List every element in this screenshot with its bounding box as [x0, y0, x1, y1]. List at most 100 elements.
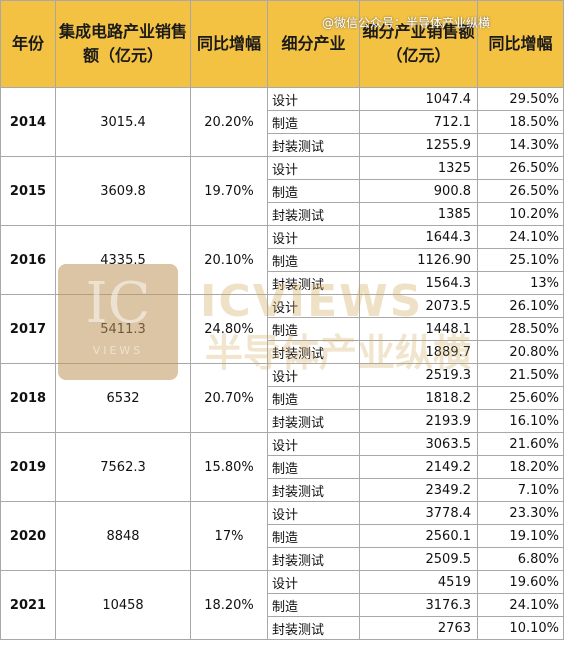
table-row: 2019 7562.3 15.80% 设计 3063.5 21.60% [0, 432, 564, 502]
segment-growth-cell: 26.50% [477, 156, 564, 180]
watermark-logo-sub: VIEWS [92, 344, 144, 357]
total-growth-cell: 24.80% [190, 294, 268, 364]
segment-name-cell: 设计 [267, 156, 360, 180]
year-cell: 2015 [0, 156, 56, 226]
total-growth-cell: 20.20% [190, 87, 268, 157]
segment-name-cell: 设计 [267, 87, 360, 111]
segment-growth-cell: 19.10% [477, 524, 564, 548]
segment-growth-cell: 29.50% [477, 87, 564, 111]
total-growth-cell: 15.80% [190, 432, 268, 502]
segment-sales-cell: 3176.3 [359, 593, 478, 617]
table-row: 2014 3015.4 20.20% 设计 1047.4 29.50% [0, 87, 564, 157]
segment-name-cell: 制造 [267, 524, 360, 548]
table-row: 封装测试 1255.9 14.30% [1, 133, 564, 157]
segment-growth-cell: 10.10% [477, 616, 564, 640]
segment-growth-cell: 13% [477, 271, 564, 295]
segment-name-cell: 封装测试 [267, 133, 360, 157]
segment-sales-cell: 2349.2 [359, 478, 478, 502]
total-sales-cell: 7562.3 [55, 432, 191, 502]
segment-name-cell: 封装测试 [267, 616, 360, 640]
segment-sales-cell: 712.1 [359, 110, 478, 134]
segment-sales-cell: 2073.5 [359, 294, 478, 318]
table-row: 2015 3609.8 19.70% 设计 1325 26.50% [0, 156, 564, 226]
total-growth-cell: 20.10% [190, 225, 268, 295]
table-row: 2021 10458 18.20% 设计 4519 19.60% [0, 570, 564, 640]
segment-name-cell: 制造 [267, 248, 360, 272]
segment-name-cell: 制造 [267, 386, 360, 410]
segment-sales-cell: 2519.3 [359, 363, 478, 387]
segment-name-cell: 制造 [267, 179, 360, 203]
segment-growth-cell: 18.20% [477, 455, 564, 479]
segment-sales-cell: 2509.5 [359, 547, 478, 571]
header-growth: 同比增幅 [190, 0, 268, 88]
segment-sales-cell: 1889.7 [359, 340, 478, 364]
table-row: 制造 2560.1 19.10% [1, 524, 564, 548]
segment-growth-cell: 21.60% [477, 432, 564, 456]
header-segment: 细分产业 [267, 0, 360, 88]
segment-sales-cell: 2149.2 [359, 455, 478, 479]
year-cell: 2018 [0, 363, 56, 433]
segment-name-cell: 封装测试 [267, 478, 360, 502]
ic-views-logo-watermark: IC VIEWS [58, 264, 178, 380]
segment-growth-cell: 20.80% [477, 340, 564, 364]
segment-sales-cell: 1644.3 [359, 225, 478, 249]
segment-growth-cell: 25.60% [477, 386, 564, 410]
table-row: 封装测试 2193.9 16.10% [1, 409, 564, 433]
header-row: 年份 集成电路产业销售额（亿元） 同比增幅 细分产业 细分产业销售额（亿元） 同… [0, 0, 564, 88]
table-row: 2016 4335.5 20.10% 设计 1644.3 24.10% [0, 225, 564, 295]
table-row: 封装测试 1385 10.20% [1, 202, 564, 226]
segment-name-cell: 制造 [267, 110, 360, 134]
year-cell: 2019 [0, 432, 56, 502]
table-row: 制造 3176.3 24.10% [1, 593, 564, 617]
segment-growth-cell: 24.10% [477, 225, 564, 249]
table-row: 封装测试 2763 10.10% [1, 616, 564, 640]
year-cell: 2014 [0, 87, 56, 157]
segment-sales-cell: 3778.4 [359, 501, 478, 525]
segment-sales-cell: 1255.9 [359, 133, 478, 157]
table-row: 制造 1818.2 25.60% [1, 386, 564, 410]
total-growth-cell: 17% [190, 501, 268, 571]
segment-sales-cell: 1385 [359, 202, 478, 226]
header-segment-growth: 同比增幅 [477, 0, 564, 88]
table-row: 2020 8848 17% 设计 3778.4 23.30% [0, 501, 564, 571]
segment-sales-cell: 2193.9 [359, 409, 478, 433]
year-cell: 2016 [0, 225, 56, 295]
segment-sales-cell: 2560.1 [359, 524, 478, 548]
table-row: 制造 1126.90 25.10% [1, 248, 564, 272]
header-total-sales: 集成电路产业销售额（亿元） [55, 0, 191, 88]
header-year: 年份 [0, 0, 56, 88]
segment-growth-cell: 23.30% [477, 501, 564, 525]
segment-name-cell: 封装测试 [267, 547, 360, 571]
segment-growth-cell: 10.20% [477, 202, 564, 226]
segment-growth-cell: 19.60% [477, 570, 564, 594]
table-row: 封装测试 1889.7 20.80% [1, 340, 564, 364]
total-sales-cell: 8848 [55, 501, 191, 571]
segment-growth-cell: 14.30% [477, 133, 564, 157]
segment-sales-cell: 1325 [359, 156, 478, 180]
segment-name-cell: 设计 [267, 225, 360, 249]
segment-sales-cell: 1448.1 [359, 317, 478, 341]
total-growth-cell: 18.20% [190, 570, 268, 640]
year-cell: 2017 [0, 294, 56, 364]
segment-name-cell: 设计 [267, 570, 360, 594]
segment-growth-cell: 24.10% [477, 593, 564, 617]
segment-growth-cell: 26.10% [477, 294, 564, 318]
header-segment-sales: 细分产业销售额（亿元） [359, 0, 478, 88]
segment-growth-cell: 25.10% [477, 248, 564, 272]
watermark-brand-cn: 半导体产业纵横 [205, 331, 472, 375]
segment-growth-cell: 21.50% [477, 363, 564, 387]
segment-sales-cell: 1126.90 [359, 248, 478, 272]
total-sales-cell: 3609.8 [55, 156, 191, 226]
table-row: 制造 2149.2 18.20% [1, 455, 564, 479]
segment-name-cell: 封装测试 [267, 202, 360, 226]
year-cell: 2021 [0, 570, 56, 640]
segment-name-cell: 制造 [267, 455, 360, 479]
segment-name-cell: 设计 [267, 501, 360, 525]
segment-sales-cell: 1047.4 [359, 87, 478, 111]
segment-growth-cell: 26.50% [477, 179, 564, 203]
total-growth-cell: 19.70% [190, 156, 268, 226]
segment-sales-cell: 1818.2 [359, 386, 478, 410]
segment-sales-cell: 2763 [359, 616, 478, 640]
watermark-brand-text: ICVIEWS [200, 276, 424, 327]
year-cell: 2020 [0, 501, 56, 571]
